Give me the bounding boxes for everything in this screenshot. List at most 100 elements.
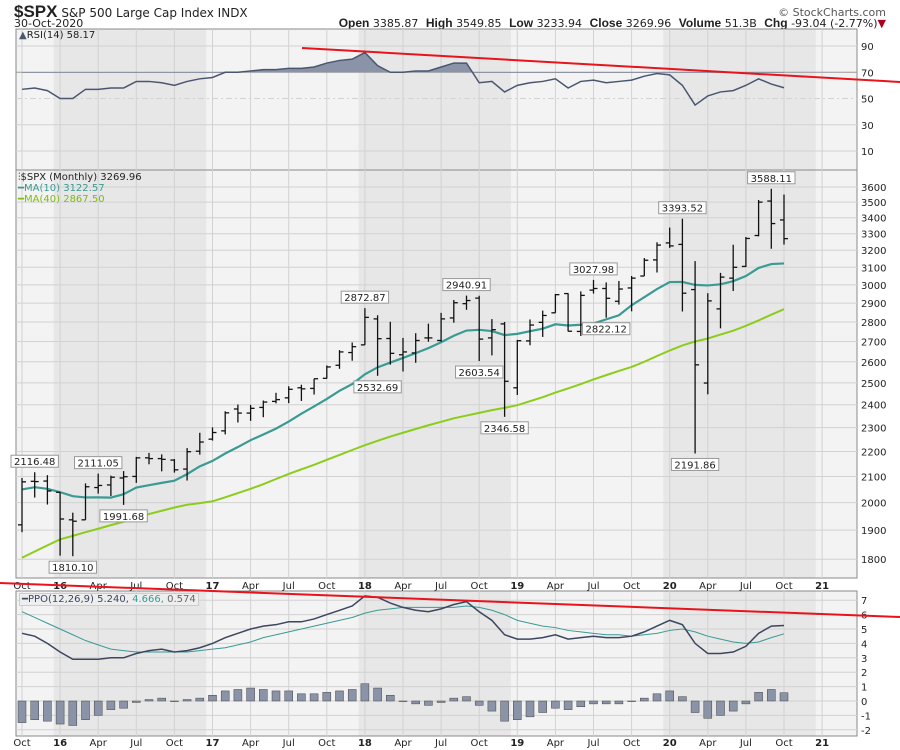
ohlc-bar — [233, 404, 242, 423]
rsi-tick-label: 50 — [861, 95, 874, 106]
price-tick-label: 2900 — [861, 299, 886, 310]
x-tick-label: 19 — [510, 581, 524, 592]
ppo-tick-label: 5 — [861, 625, 867, 636]
ppo-histogram-bar — [779, 692, 789, 702]
ohlc-bar — [106, 475, 115, 496]
year-band — [663, 29, 816, 170]
ohlc-bar — [500, 321, 509, 417]
x-tick-label: 18 — [358, 581, 372, 592]
price-tick-label: 2700 — [861, 337, 886, 348]
ppo-histogram-bar — [411, 700, 420, 705]
year-band — [663, 591, 816, 736]
ppo-histogram-bar — [259, 689, 268, 702]
ppo-legend: ━PPO(12,26,9) 5.240, 4.666, 0.574 — [19, 593, 199, 606]
price-tick-label: 2600 — [861, 358, 886, 369]
ohlc-bar — [678, 218, 687, 312]
ppo-histogram-bar — [576, 700, 586, 708]
x-tick-label: Oct — [623, 581, 640, 592]
ohlc-bar — [729, 244, 738, 292]
index-name: S&P 500 Large Cap Index — [61, 6, 214, 20]
ppo-histogram-bar — [246, 687, 255, 702]
price-label-box — [582, 322, 631, 336]
copyright[interactable]: © StockCharts.com — [778, 6, 886, 19]
ppo-histogram-bar — [119, 700, 128, 709]
ppo-histogram-bar — [487, 700, 497, 712]
ohlc-bar — [132, 456, 141, 483]
year-band — [53, 591, 207, 736]
ppo-hist-legend-text: 0.574 — [167, 594, 196, 605]
x-tick-label: Apr — [699, 738, 717, 749]
price-tick-label: 2400 — [861, 401, 886, 412]
x-tick-label: Jul — [282, 738, 295, 749]
low-label: Low — [509, 16, 534, 30]
ppo-histogram-bar — [309, 693, 319, 702]
ppo-histogram-bar — [601, 700, 611, 705]
ohlc-bar — [551, 293, 560, 314]
ppo-tick-label: 4 — [861, 639, 867, 650]
ppo-line — [21, 595, 785, 660]
price-legend: ⫶$SPX (Monthly) 3269.96 ━MA(10) 3122.57 … — [18, 172, 142, 205]
x-tick-label: Jul — [129, 581, 142, 592]
x-tick-label: Apr — [90, 738, 108, 749]
ppo-histogram-bar — [398, 700, 408, 702]
price-tick-label: 3300 — [861, 230, 886, 241]
ppo-histogram-bar — [665, 690, 674, 702]
price-label-box — [455, 365, 504, 379]
ohlc-bar — [703, 293, 712, 395]
ppo-histogram-bar — [93, 700, 103, 716]
ppo-histogram-bar — [551, 700, 560, 709]
ohlc-bar — [183, 448, 192, 481]
x-tick-label: 19 — [510, 738, 524, 749]
chg-label: Chg — [764, 16, 788, 30]
rsi-trendline — [301, 47, 900, 83]
ppo-histogram-bar — [335, 690, 344, 702]
ppo-histogram-bar — [208, 694, 217, 702]
ppo-histogram-bar — [55, 700, 65, 725]
price-label-box — [442, 278, 491, 292]
x-tick-label: Oct — [471, 581, 488, 592]
ohlc-bar — [576, 291, 585, 336]
ma10-line-icon: ━ — [18, 183, 25, 194]
price-label: 2532.69 — [357, 383, 398, 394]
year-band — [358, 591, 511, 736]
ppo-histogram-bar — [373, 687, 382, 702]
price-label: 2116.48 — [14, 457, 55, 468]
ohlc-bar — [221, 411, 230, 435]
ohlc-bar — [310, 378, 319, 395]
ppo-histogram-bar — [170, 700, 179, 702]
ohlc-bar — [564, 292, 573, 332]
ppo-histogram-bar — [652, 693, 662, 702]
rsi-panel — [21, 51, 785, 107]
x-tick-label: Apr — [394, 738, 412, 749]
ohlc-bar — [602, 282, 611, 318]
price-label: 3393.52 — [662, 204, 703, 215]
ppo-histogram-bar — [500, 700, 509, 722]
x-tick-label: 17 — [206, 581, 220, 592]
ppo-histogram-bar — [144, 699, 154, 702]
x-tick-label: Jul — [282, 581, 295, 592]
price-label-box — [480, 421, 529, 435]
ohlc-bar — [18, 477, 26, 533]
x-tick-label: 20 — [663, 581, 677, 592]
price-tick-label: 2800 — [861, 318, 886, 329]
price-label-box — [10, 454, 59, 468]
axes: OctOct1616AprAprJulJulOctOct1717AprAprJu… — [13, 42, 886, 749]
ohlc-bar — [119, 471, 128, 505]
panel-border — [15, 590, 858, 737]
ppo-histogram-bar — [767, 689, 776, 702]
year-band — [663, 170, 816, 578]
price-label-box — [747, 171, 796, 185]
ohlc-bar — [56, 491, 65, 556]
ohlc-bar — [297, 384, 306, 401]
price-label-box — [569, 262, 618, 276]
ppo-histogram-bar — [741, 700, 751, 705]
x-tick-label: Oct — [318, 738, 335, 749]
ohlc-bar — [373, 315, 382, 376]
price-tick-label: 2100 — [861, 472, 886, 483]
symbol: $SPX — [14, 2, 58, 21]
x-tick-label: 21 — [815, 738, 829, 749]
ohlc-bar — [538, 310, 547, 337]
ppo-histogram-bar — [563, 700, 573, 710]
high-value: 3549.85 — [456, 17, 502, 30]
